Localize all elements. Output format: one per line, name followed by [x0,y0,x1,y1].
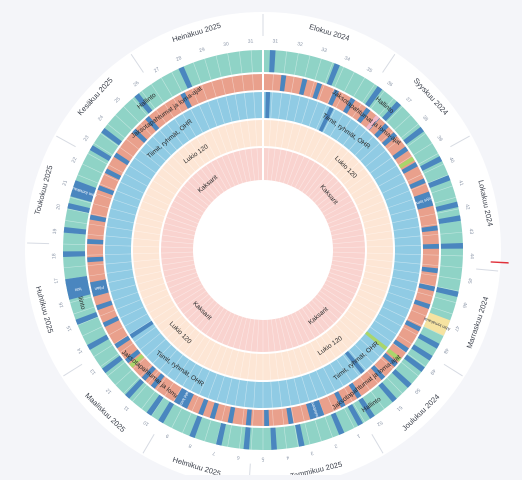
week-number: 5 [261,456,264,462]
week-number: 19 [52,228,58,234]
week-number: 43 [468,228,474,234]
week-number: 31 [248,39,254,45]
event-mark[interactable] [441,243,463,249]
wheel-center [195,182,331,318]
week-number: 17 [53,277,60,284]
week-number: 31 [272,39,278,45]
today-marker [491,262,509,263]
week-number: 18 [51,253,57,259]
week-number: 45 [466,278,473,285]
week-number: 44 [468,253,474,259]
event-mark[interactable] [63,251,85,257]
month-divider [27,243,49,244]
event-mark[interactable] [264,410,269,426]
event-mark[interactable] [423,244,439,249]
